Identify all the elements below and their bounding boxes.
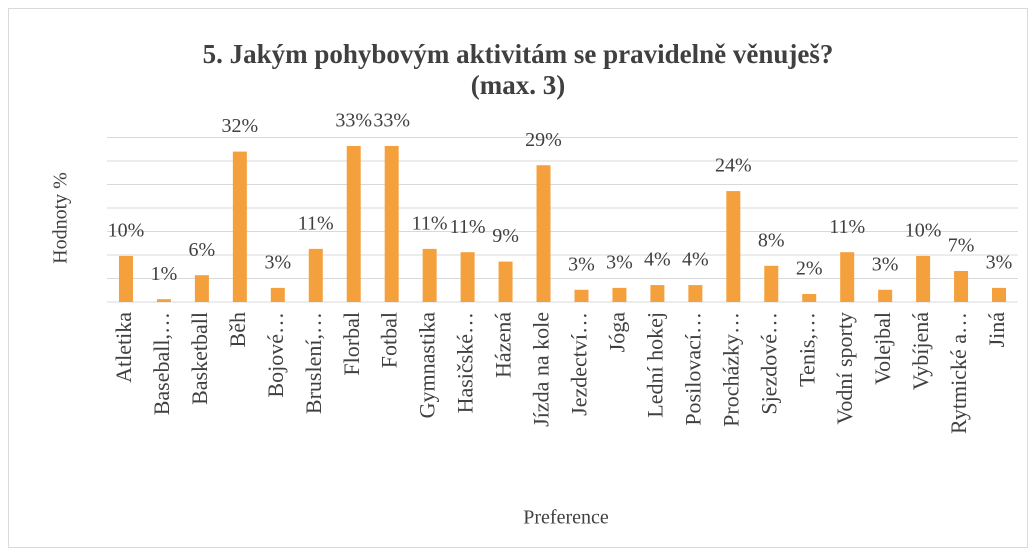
x-tick-label: Házená [491, 312, 516, 378]
x-tick-label: Atletika [111, 312, 136, 383]
x-tick-label: Vybíjená [908, 312, 933, 390]
data-label: 33% [335, 110, 372, 132]
bar [992, 287, 1007, 302]
data-label: 8% [758, 229, 785, 251]
bar [650, 285, 665, 302]
bar [460, 252, 475, 302]
data-label: 4% [682, 249, 709, 271]
x-tick-label: Procházky… [718, 312, 743, 427]
data-label: 24% [715, 155, 752, 177]
chart-title: 5. Jakým pohybovým aktivitám se pravidel… [203, 39, 834, 100]
data-label: 3% [264, 251, 291, 273]
data-label: 4% [644, 249, 671, 271]
x-tick-label: Lední hokej [642, 312, 667, 418]
x-tick-label: Gymnastika [415, 312, 440, 419]
bar [270, 287, 285, 302]
x-tick-label: Jóga [604, 312, 629, 353]
data-label: 1% [151, 263, 178, 285]
data-label: 3% [606, 251, 633, 273]
x-tick-label: Jiná [984, 312, 1009, 348]
x-tick-label: Basketball [187, 312, 212, 405]
x-tick-label: Florbal [339, 312, 364, 376]
y-axis-title: Hodnoty % [50, 172, 72, 264]
data-label: 6% [189, 239, 216, 261]
bar [498, 261, 513, 302]
bar [232, 151, 247, 302]
bar [574, 289, 589, 302]
x-tick-label: Bruslení,… [301, 312, 326, 414]
data-label: 29% [525, 129, 562, 151]
x-tick-label: Baseball,… [149, 312, 174, 415]
data-label: 10% [108, 220, 145, 242]
data-label: 9% [492, 225, 519, 247]
data-label: 2% [796, 258, 823, 280]
data-label: 11% [298, 212, 334, 234]
data-label: 11% [412, 212, 448, 234]
data-label: 11% [829, 216, 865, 238]
x-tick-label: Jezdectví… [567, 312, 592, 416]
x-axis-title: Preference [523, 507, 609, 529]
bar [840, 252, 855, 302]
x-tick-label: Volejbal [870, 312, 895, 385]
bar [536, 165, 551, 302]
bar [384, 145, 399, 302]
chart-title-group: 5. Jakým pohybovým aktivitám se pravidel… [203, 39, 834, 100]
bar [726, 191, 741, 302]
data-label: 33% [373, 110, 410, 132]
x-tick-label: Běh [225, 312, 250, 347]
x-tick-label: Posilovací… [680, 312, 705, 426]
data-label: 10% [905, 220, 942, 242]
bar [954, 270, 969, 302]
bar [764, 265, 779, 302]
bar [878, 289, 893, 302]
bar [308, 248, 323, 302]
x-tick-label: Hasičské… [453, 312, 478, 413]
bar [422, 248, 437, 302]
bar [194, 275, 209, 302]
bar [916, 255, 931, 302]
x-tick-label: Bojové… [263, 312, 288, 398]
x-tick-label: Vodní sporty [832, 312, 857, 425]
data-label: 7% [948, 235, 975, 257]
bar [688, 285, 703, 302]
x-tick-label: Rytmické a… [946, 312, 971, 434]
data-label: 3% [568, 253, 595, 275]
x-tick-label: Tenis,… [794, 312, 819, 387]
bar [612, 287, 627, 302]
data-label: 11% [450, 216, 486, 238]
bar [118, 255, 133, 302]
bar [156, 299, 171, 302]
bar [802, 294, 817, 302]
x-tick-label: Sjezdové… [756, 312, 781, 415]
data-label: 3% [872, 253, 899, 275]
x-tick-label: Fotbal [377, 312, 402, 368]
bar [346, 145, 361, 302]
data-label: 32% [222, 115, 259, 137]
data-label: 3% [986, 251, 1013, 273]
x-tick-label: Jízda na kole [529, 312, 554, 427]
